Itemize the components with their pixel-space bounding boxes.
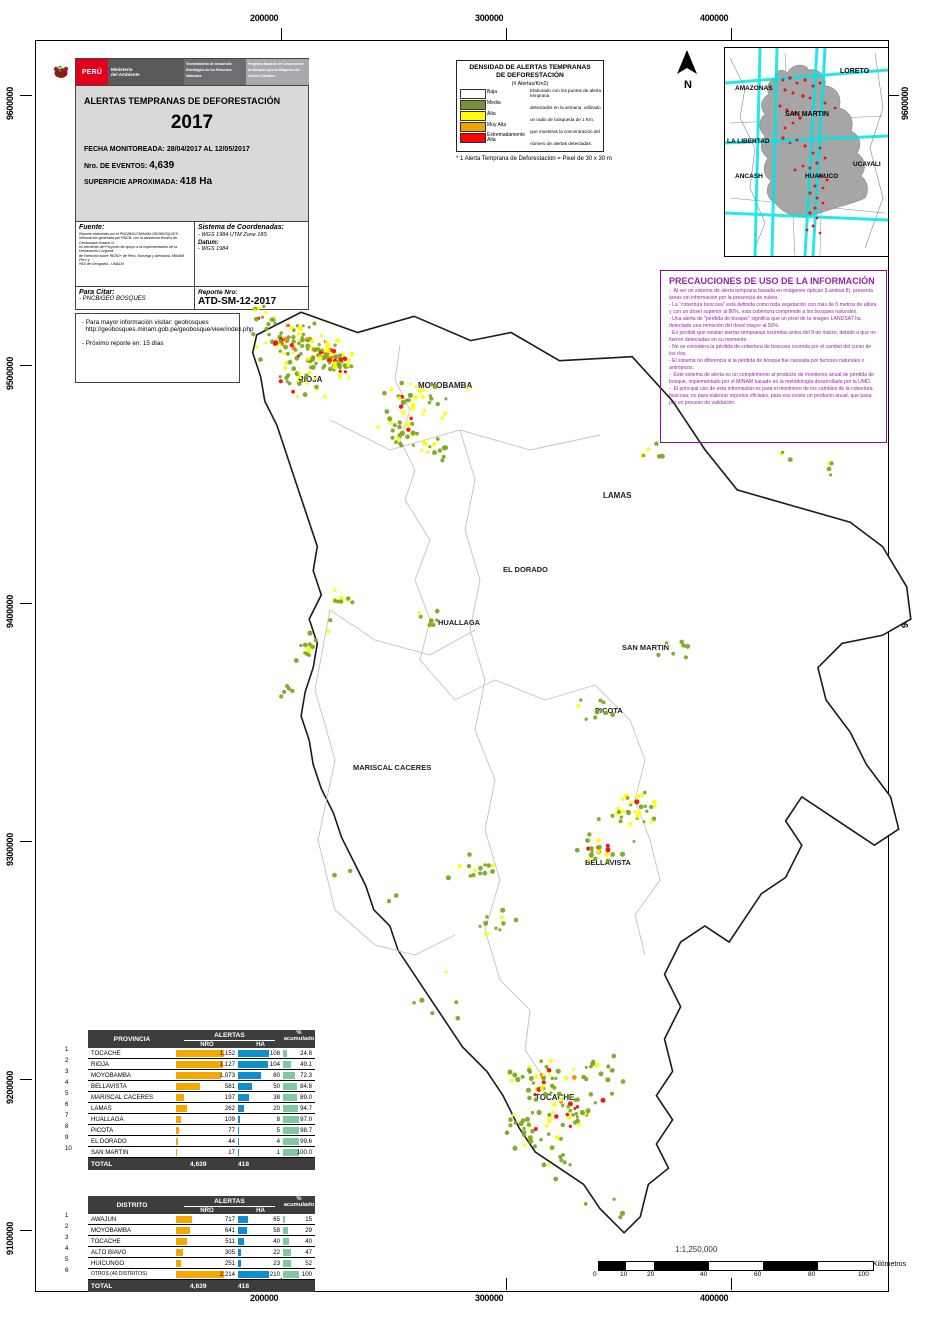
svg-text:AMAZONAS: AMAZONAS bbox=[735, 85, 773, 92]
svg-text:LORETO: LORETO bbox=[840, 68, 870, 75]
svg-text:SAN MARTIN: SAN MARTIN bbox=[785, 111, 829, 118]
svg-text:HUANUCO: HUANUCO bbox=[805, 173, 838, 180]
svg-text:N: N bbox=[684, 79, 692, 88]
svg-text:ANCASH: ANCASH bbox=[735, 173, 763, 180]
svg-text:UCAYALI: UCAYALI bbox=[853, 161, 881, 168]
svg-text:LA LIBERTAD: LA LIBERTAD bbox=[727, 138, 770, 145]
